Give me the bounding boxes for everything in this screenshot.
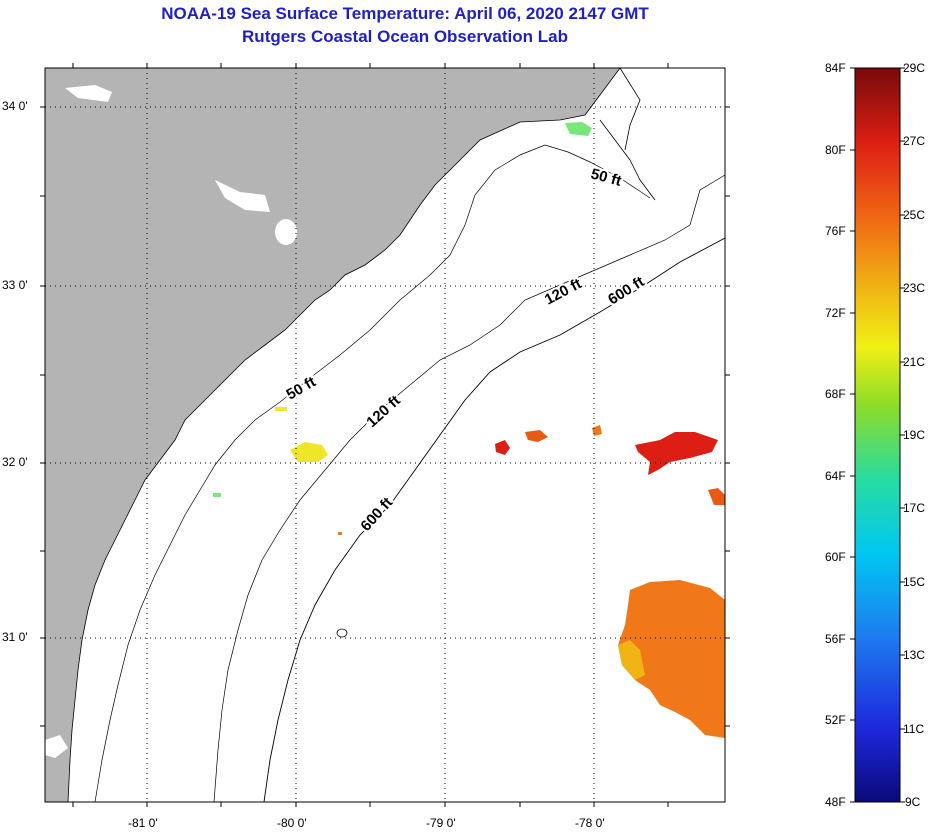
lon-label: -81 0'	[128, 816, 158, 830]
inland-water	[215, 180, 270, 212]
sst-patch-orange-small	[338, 532, 342, 535]
sst-patch-cool	[565, 122, 592, 136]
colorbar	[854, 67, 901, 803]
sst-patch-warm-yellow	[618, 640, 645, 680]
colorbar-ticks	[850, 67, 905, 803]
colorbar-f-label: 64F	[825, 469, 846, 483]
axis-ticks	[40, 63, 730, 807]
sst-patch-warm	[618, 580, 725, 738]
lat-label: 33 0'	[2, 278, 28, 292]
colorbar-c-label: 9C	[905, 795, 921, 809]
land-mass	[45, 68, 620, 802]
map-subtitle: Rutgers Coastal Ocean Observation Lab	[242, 27, 568, 46]
inland-water	[65, 85, 112, 102]
colorbar-f-label: 52F	[825, 713, 846, 727]
colorbar-c-label: 21C	[903, 355, 926, 369]
colorbar-c-label: 23C	[903, 281, 926, 295]
sst-patch-mild	[290, 442, 328, 462]
inland-water	[45, 735, 68, 758]
lon-label: -78 0'	[575, 816, 605, 830]
coastline	[67, 68, 621, 802]
grid	[45, 68, 725, 802]
colorbar-f-label: 80F	[825, 143, 846, 157]
contour-600ft-loop	[336, 628, 348, 638]
lat-label: 31 0'	[2, 630, 28, 644]
colorbar-f-label: 72F	[825, 306, 846, 320]
lat-label: 34 0'	[2, 99, 28, 113]
colorbar-f-label: 84F	[825, 61, 846, 75]
colorbar-f-label: 60F	[825, 550, 846, 564]
colorbar-f-label: 68F	[825, 387, 846, 401]
colorbar-c-label: 25C	[903, 208, 926, 222]
contour-600ft	[263, 237, 725, 802]
sst-patch-orange-small	[708, 488, 725, 505]
sst-patch-cool	[213, 493, 221, 497]
colorbar-f-label: 76F	[825, 224, 846, 238]
colorbar-c-label: 17C	[903, 501, 926, 515]
lon-label: -80 0'	[277, 816, 307, 830]
lon-label: -79 0'	[426, 816, 456, 830]
coastline	[599, 68, 656, 201]
colorbar-c-label: 29C	[903, 61, 926, 75]
sst-patch-mild	[275, 407, 287, 411]
colorbar-c-label: 15C	[903, 575, 926, 589]
colorbar-f-label: 56F	[825, 632, 846, 646]
colorbar-c-label: 27C	[903, 134, 926, 148]
contour-50ft	[94, 144, 651, 802]
lat-label: 32 0'	[2, 455, 28, 469]
colorbar-c-label: 13C	[903, 648, 926, 662]
sst-patch-hot	[635, 432, 718, 475]
colorbar-f-label: 48F	[825, 795, 846, 809]
colorbar-c-label: 11C	[903, 722, 925, 736]
map-title: NOAA-19 Sea Surface Temperature: April 0…	[161, 4, 649, 23]
sst-patch-hot-small	[495, 440, 510, 455]
sst-patch-orange-small	[525, 430, 548, 442]
map-frame	[44, 67, 726, 803]
colorbar-c-label: 19C	[903, 428, 926, 442]
inland-water	[275, 219, 297, 245]
contour-120ft	[213, 174, 725, 802]
